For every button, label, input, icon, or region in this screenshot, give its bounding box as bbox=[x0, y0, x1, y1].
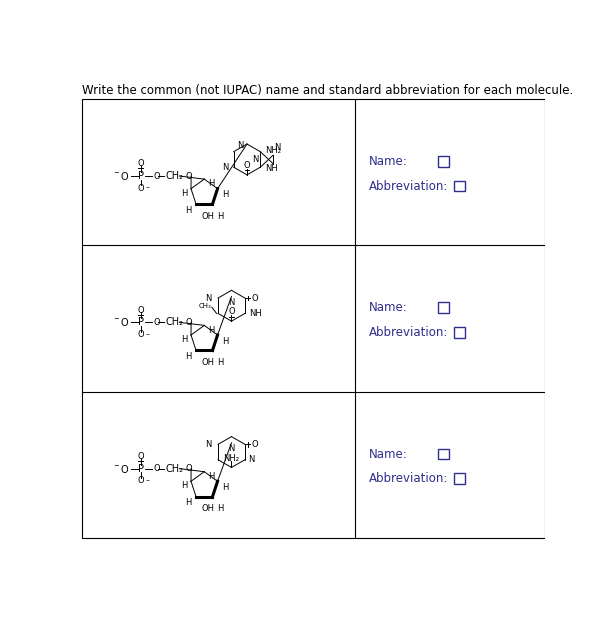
Text: OH: OH bbox=[201, 212, 214, 221]
Text: $^-$O: $^-$O bbox=[112, 316, 130, 329]
Text: O: O bbox=[186, 172, 192, 180]
Text: O: O bbox=[137, 330, 144, 339]
Text: Name:: Name: bbox=[368, 155, 407, 168]
Text: O: O bbox=[251, 293, 258, 303]
Text: O: O bbox=[137, 476, 144, 485]
Text: N: N bbox=[228, 445, 235, 453]
Text: CH₃: CH₃ bbox=[199, 303, 212, 309]
Text: $^-$: $^-$ bbox=[144, 478, 151, 484]
Text: CH₂: CH₂ bbox=[166, 464, 183, 474]
Text: H: H bbox=[185, 206, 191, 215]
Text: Name:: Name: bbox=[368, 448, 407, 461]
Bar bbox=[439, 156, 449, 167]
Text: Name:: Name: bbox=[368, 301, 407, 314]
Text: P: P bbox=[138, 317, 144, 327]
Bar bbox=[439, 449, 449, 459]
Text: NH: NH bbox=[265, 164, 278, 173]
Text: $^-$: $^-$ bbox=[144, 332, 151, 338]
Text: P: P bbox=[138, 171, 144, 181]
Text: O: O bbox=[153, 172, 160, 180]
Text: N: N bbox=[238, 141, 244, 150]
Text: Abbreviation:: Abbreviation: bbox=[368, 472, 448, 485]
Text: N: N bbox=[223, 162, 229, 172]
Text: O: O bbox=[153, 318, 160, 327]
Text: O: O bbox=[137, 452, 144, 461]
Text: $^-$O: $^-$O bbox=[112, 170, 130, 182]
Text: $^-$O: $^-$O bbox=[112, 463, 130, 475]
Text: H: H bbox=[181, 335, 187, 344]
Text: O: O bbox=[251, 440, 258, 449]
Text: O: O bbox=[186, 318, 192, 327]
Text: H: H bbox=[208, 326, 215, 335]
Text: Abbreviation:: Abbreviation: bbox=[368, 326, 448, 339]
Bar bbox=[439, 303, 449, 313]
Bar bbox=[454, 473, 465, 484]
Text: H: H bbox=[208, 472, 215, 481]
Text: NH₂: NH₂ bbox=[265, 146, 281, 155]
Text: N: N bbox=[206, 293, 212, 303]
Text: O: O bbox=[153, 464, 160, 473]
Text: NH: NH bbox=[250, 309, 263, 318]
Text: O: O bbox=[186, 464, 192, 473]
Text: CH₂: CH₂ bbox=[166, 317, 183, 327]
Text: $^-$: $^-$ bbox=[144, 185, 151, 192]
Text: NH₂: NH₂ bbox=[223, 454, 240, 463]
Text: N: N bbox=[252, 155, 259, 164]
Bar bbox=[454, 327, 465, 338]
Text: OH: OH bbox=[201, 358, 214, 367]
Text: H: H bbox=[181, 481, 187, 490]
Text: O: O bbox=[137, 306, 144, 314]
Bar bbox=[454, 180, 465, 192]
Text: H: H bbox=[217, 212, 223, 221]
Text: N: N bbox=[248, 455, 254, 464]
Text: O: O bbox=[137, 159, 144, 168]
Text: H: H bbox=[222, 483, 229, 492]
Text: O: O bbox=[244, 161, 250, 170]
Text: H: H bbox=[222, 190, 229, 199]
Text: H: H bbox=[181, 189, 187, 198]
Text: H: H bbox=[185, 352, 191, 361]
Text: H: H bbox=[185, 498, 191, 507]
Text: O: O bbox=[137, 184, 144, 193]
Text: O: O bbox=[228, 308, 235, 316]
Text: Abbreviation:: Abbreviation: bbox=[368, 180, 448, 193]
Text: OH: OH bbox=[201, 505, 214, 513]
Text: H: H bbox=[217, 505, 223, 513]
Text: Write the common (not IUPAC) name and standard abbreviation for each molecule.: Write the common (not IUPAC) name and st… bbox=[82, 84, 573, 97]
Text: N: N bbox=[228, 298, 235, 307]
Text: H: H bbox=[217, 358, 223, 367]
Text: N: N bbox=[275, 143, 281, 152]
Text: CH₂: CH₂ bbox=[166, 171, 183, 181]
Text: H: H bbox=[208, 179, 215, 188]
Text: N: N bbox=[206, 440, 212, 449]
Text: P: P bbox=[138, 464, 144, 474]
Text: H: H bbox=[222, 337, 229, 345]
